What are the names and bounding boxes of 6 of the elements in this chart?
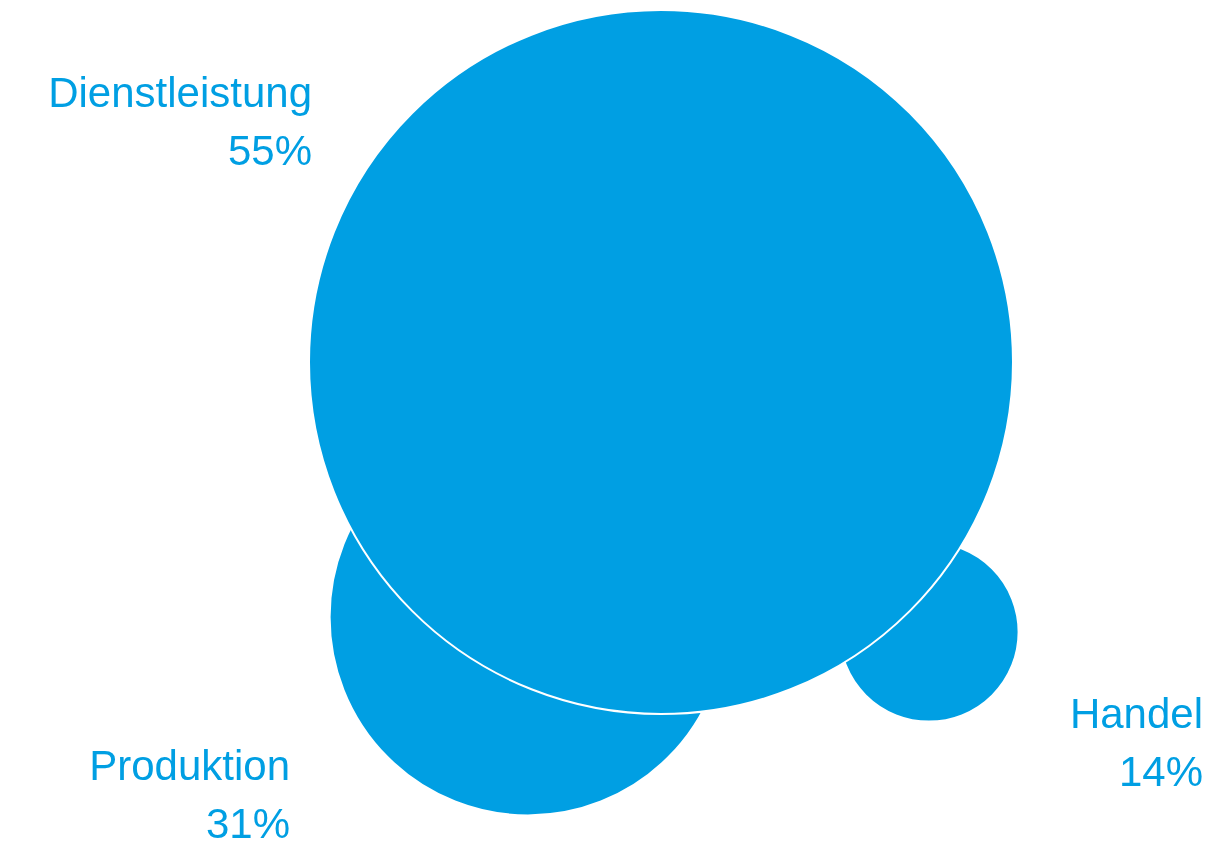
data-label: 14%	[1118, 747, 1203, 795]
category-label: Handel	[1069, 689, 1203, 737]
category-label: Dienstleistung	[48, 68, 312, 116]
data-label: 55%	[227, 126, 312, 174]
data-label: 31%	[205, 799, 290, 847]
category-label: Produktion	[89, 741, 290, 789]
